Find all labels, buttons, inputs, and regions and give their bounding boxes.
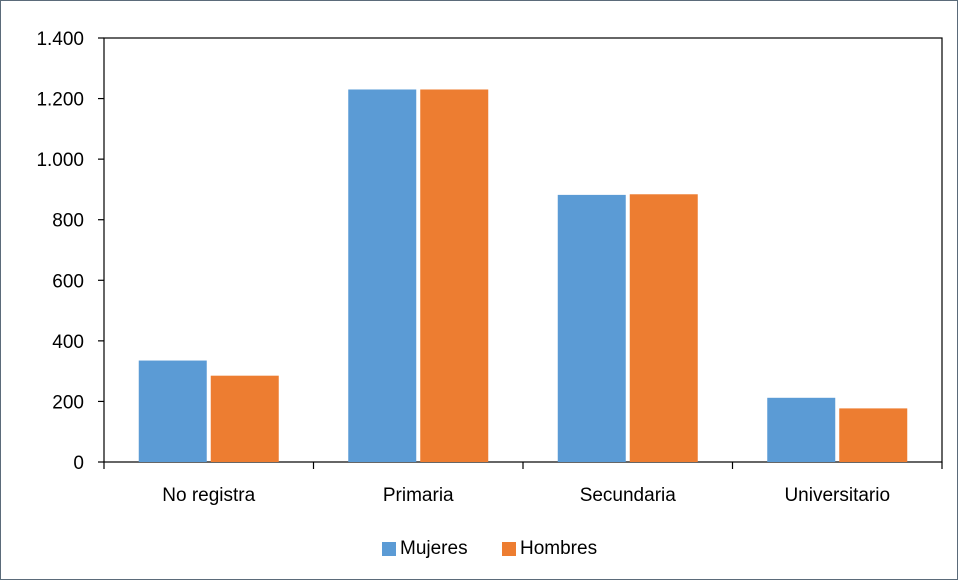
y-tick-label: 600: [52, 271, 84, 292]
x-tick-label: Universitario: [784, 485, 890, 506]
y-tick-label: 1.200: [36, 90, 84, 111]
y-tick-label: 200: [52, 392, 84, 413]
bar-hombres-secundaria: [629, 194, 698, 462]
x-tick-label: Secundaria: [580, 485, 677, 506]
y-tick-label: 400: [52, 332, 84, 353]
bar-mujeres-universitario: [767, 397, 836, 462]
bar-hombres-primaria: [420, 89, 489, 462]
y-tick-label: 0: [73, 453, 84, 474]
bar-chart: 0 200 400 600 800 1.000 1.200 1.400 No registra P…: [36, 29, 943, 506]
legend: Mujeres Hombres: [0, 536, 958, 560]
bar-hombres-universitario: [839, 408, 908, 462]
y-tick-label: 800: [52, 211, 84, 232]
legend-label-mujeres: Mujeres: [400, 538, 468, 559]
legend-item-hombres: Hombres: [502, 538, 597, 560]
legend-swatch-hombres: [502, 542, 516, 556]
plot-area: 0 200 400 600 800 1.000 1.200 1.400 No registra P…: [36, 29, 943, 506]
bar-mujeres-no-registra: [138, 360, 207, 462]
legend-swatch-mujeres: [382, 542, 396, 556]
y-tick-label: 1.400: [36, 29, 84, 50]
bar-mujeres-primaria: [348, 89, 417, 462]
legend-label-hombres: Hombres: [520, 538, 598, 559]
y-tick-label: 1.000: [36, 150, 84, 171]
bar-hombres-no-registra: [210, 375, 279, 462]
bar-mujeres-secundaria: [557, 194, 626, 462]
x-tick-label: Primaria: [383, 485, 454, 506]
legend-item-mujeres: Mujeres: [382, 538, 468, 560]
x-tick-label: No registra: [162, 485, 255, 506]
